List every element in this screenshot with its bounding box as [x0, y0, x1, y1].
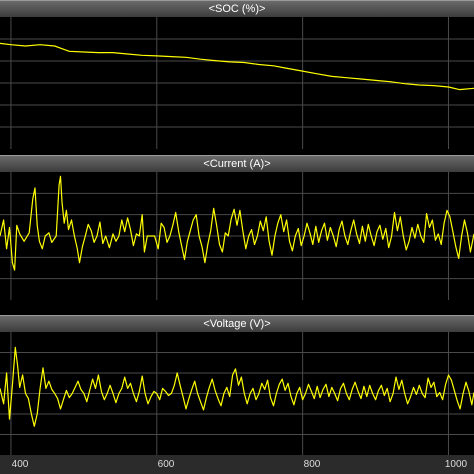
soc-plot-area[interactable] — [0, 17, 474, 149]
signal-trace — [0, 346, 474, 427]
x-tick-label: 800 — [303, 459, 321, 470]
soc-chart — [0, 17, 474, 149]
signal-trace — [0, 42, 474, 91]
soc-title-bar: <SOC (%)> — [0, 0, 474, 18]
voltage-title: <Voltage (V)> — [203, 318, 271, 330]
soc-title: <SOC (%)> — [208, 3, 266, 15]
current-plot-area[interactable] — [0, 172, 474, 300]
current-title: <Current (A)> — [203, 158, 271, 170]
voltage-plot-area[interactable] — [0, 332, 474, 455]
x-axis-ticks: 400 600 800 1000 — [0, 455, 474, 474]
voltage-chart — [0, 332, 474, 455]
x-tick-label: 1000 — [444, 459, 468, 470]
current-chart — [0, 172, 474, 300]
x-tick-label: 400 — [11, 459, 29, 470]
voltage-title-bar: <Voltage (V)> — [0, 315, 474, 333]
signal-trace — [0, 175, 474, 271]
current-title-bar: <Current (A)> — [0, 155, 474, 173]
x-tick-label: 600 — [157, 459, 175, 470]
